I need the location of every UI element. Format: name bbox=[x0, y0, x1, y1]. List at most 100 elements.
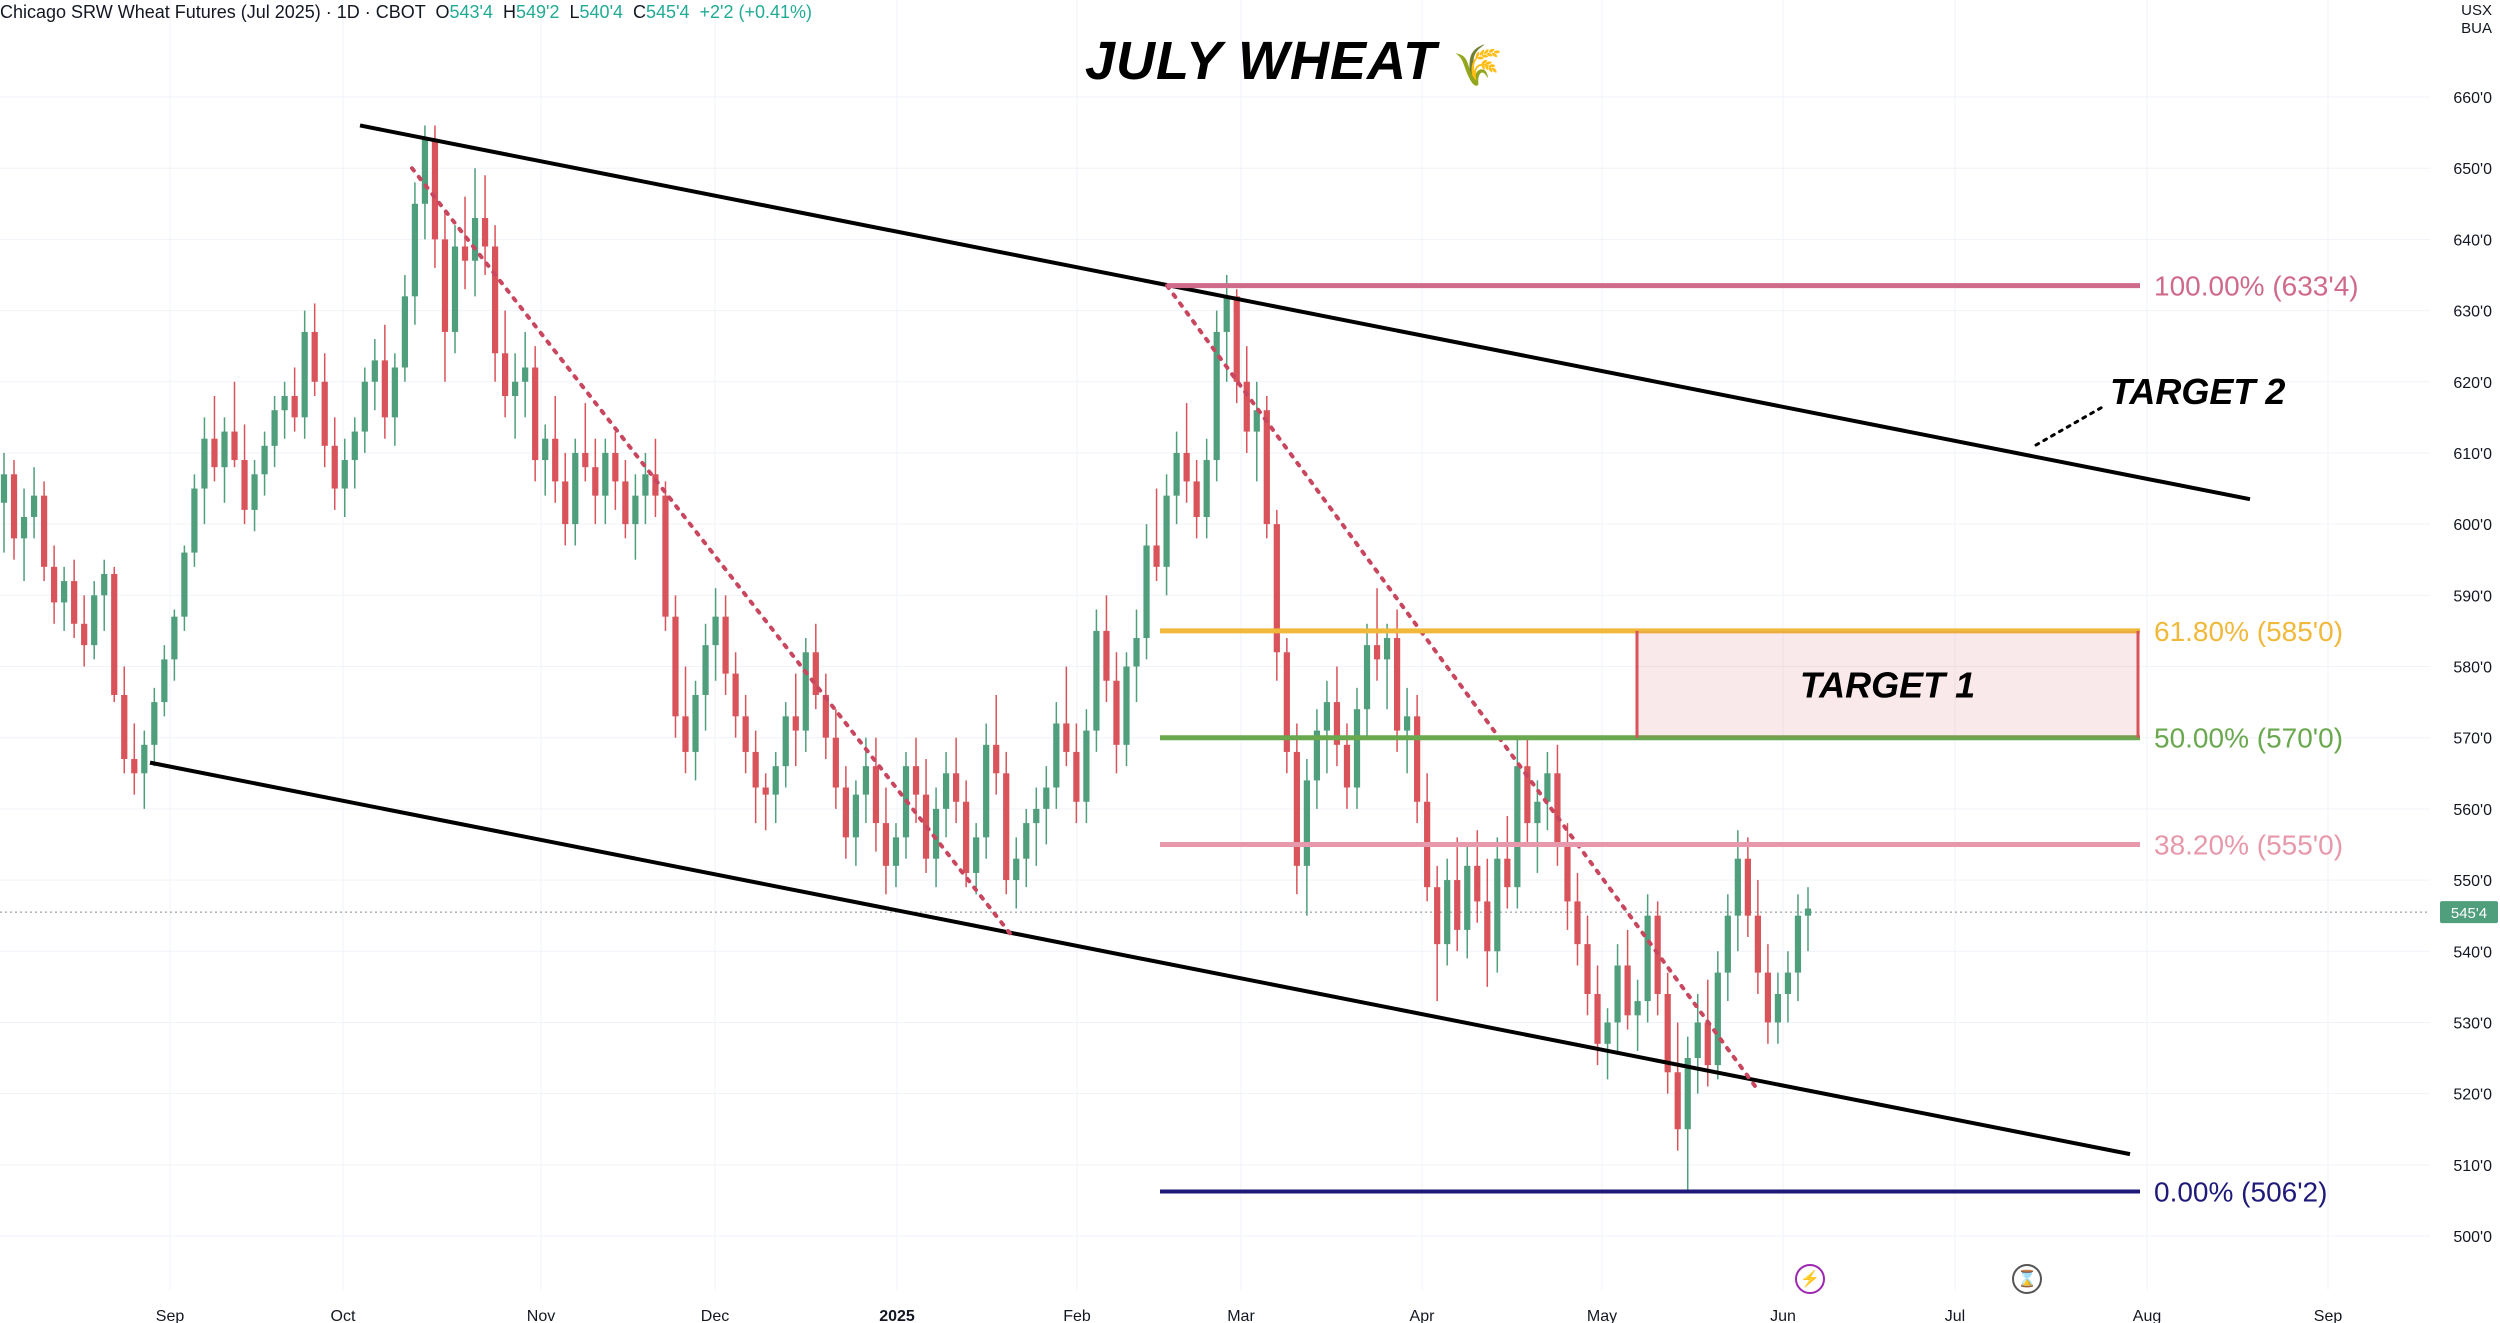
price-tick-label: 620'0 bbox=[2453, 375, 2492, 392]
candle-body bbox=[1764, 972, 1772, 1023]
price-tick-label: 550'0 bbox=[2453, 873, 2492, 890]
last-price-label: 545'4 bbox=[2451, 905, 2487, 922]
time-tick-label: Feb bbox=[1063, 1308, 1091, 1323]
candle-body bbox=[1303, 780, 1310, 866]
candle-body bbox=[702, 645, 709, 695]
candle-body bbox=[481, 218, 489, 247]
price-tick-label: 560'0 bbox=[2453, 802, 2492, 819]
hourglass-icon[interactable]: ⌛ bbox=[2012, 1264, 2042, 1294]
candle-body bbox=[912, 766, 920, 795]
candle-body bbox=[61, 581, 68, 603]
candle-body bbox=[1494, 858, 1501, 952]
candle-body bbox=[792, 716, 799, 731]
candle-body bbox=[1744, 858, 1751, 916]
candle-body bbox=[1724, 915, 1731, 973]
grid bbox=[0, 0, 2430, 1290]
candle-body bbox=[1153, 545, 1160, 567]
candle-body bbox=[471, 218, 479, 261]
candle-body bbox=[431, 139, 439, 240]
candle-body bbox=[171, 616, 178, 660]
fib-label: 0.00% (506'2) bbox=[2154, 1177, 2327, 1208]
candle-body bbox=[121, 694, 128, 760]
candle-body bbox=[612, 452, 619, 482]
candle-body bbox=[712, 616, 719, 646]
target2-label: TARGET 2 bbox=[2110, 371, 2285, 412]
time-tick-label: Jun bbox=[1770, 1308, 1796, 1323]
candle-body bbox=[1684, 1058, 1691, 1130]
fib-label: 50.00% (570'0) bbox=[2154, 723, 2343, 754]
candle-body bbox=[682, 716, 689, 752]
candle-body bbox=[1464, 865, 1471, 930]
dotted-trendline-1 bbox=[410, 166, 1012, 936]
candle-body bbox=[1404, 716, 1411, 731]
price-tick-label: 500'0 bbox=[2453, 1229, 2492, 1246]
candle-body bbox=[201, 438, 208, 489]
candle-body bbox=[1333, 702, 1341, 745]
candle-body bbox=[461, 246, 469, 261]
candle-body bbox=[10, 474, 18, 539]
price-tick-label: 570'0 bbox=[2453, 731, 2492, 748]
candle-body bbox=[983, 744, 990, 838]
price-tick-label: 520'0 bbox=[2453, 1087, 2492, 1104]
candle-body bbox=[1203, 460, 1210, 518]
price-tick-label: 590'0 bbox=[2453, 588, 2492, 605]
candle-body bbox=[1343, 744, 1351, 788]
wheat-icon: 🌾 bbox=[1453, 44, 1504, 88]
candle-body bbox=[351, 431, 358, 461]
candle-body bbox=[191, 488, 198, 553]
candle-body bbox=[181, 552, 188, 617]
time-tick-label: Apr bbox=[1410, 1308, 1436, 1323]
chart-title: JULY WHEAT 🌾 bbox=[1085, 30, 1504, 92]
candle-body bbox=[1434, 887, 1441, 945]
candle-body bbox=[973, 837, 980, 873]
candle-body bbox=[1454, 880, 1461, 930]
candle-body bbox=[852, 794, 859, 838]
candle-body bbox=[832, 737, 839, 788]
candle-body bbox=[522, 367, 529, 382]
candle-body bbox=[1694, 1022, 1701, 1059]
lightning-icon[interactable]: ⚡ bbox=[1795, 1264, 1825, 1294]
candle-body bbox=[221, 431, 228, 468]
high-value: 549'2 bbox=[516, 2, 560, 22]
candle-body bbox=[1013, 858, 1020, 881]
time-tick-label: 2025 bbox=[879, 1308, 915, 1323]
candle-body bbox=[782, 716, 789, 767]
candle-body bbox=[1233, 296, 1240, 382]
price-tick-label: 630'0 bbox=[2453, 304, 2492, 321]
candle-body bbox=[862, 766, 870, 795]
candle-body bbox=[131, 759, 138, 774]
candle-body bbox=[1514, 766, 1521, 888]
candle-body bbox=[1323, 702, 1331, 731]
candle-body bbox=[963, 801, 970, 873]
candle-body bbox=[111, 573, 118, 695]
candle-body bbox=[321, 381, 328, 446]
candle-body bbox=[622, 481, 629, 525]
candle-body bbox=[381, 360, 388, 418]
candle-body bbox=[772, 766, 779, 795]
candle-body bbox=[1564, 844, 1571, 902]
candle-body bbox=[752, 751, 759, 788]
candle-body bbox=[30, 495, 38, 518]
candle-body bbox=[742, 716, 749, 752]
candle-body bbox=[1093, 630, 1100, 731]
candle-body bbox=[401, 296, 408, 368]
candle-body bbox=[411, 203, 419, 297]
candle-body bbox=[361, 381, 368, 432]
candle-body bbox=[1734, 858, 1741, 916]
candle-body bbox=[592, 467, 599, 496]
candle-body bbox=[842, 787, 849, 838]
candle-body bbox=[1053, 723, 1060, 788]
candle-body bbox=[491, 246, 499, 354]
candle-body bbox=[1223, 296, 1230, 332]
low-label: L bbox=[569, 2, 580, 22]
candle-body bbox=[1534, 801, 1541, 824]
candle-body bbox=[161, 659, 168, 703]
candle-body bbox=[241, 460, 248, 510]
candle-body bbox=[602, 452, 609, 496]
currency-unit[interactable]: USX BUA bbox=[2461, 2, 2492, 38]
candle-body bbox=[0, 474, 8, 503]
candle-body bbox=[1414, 716, 1421, 802]
candle-body bbox=[642, 474, 649, 496]
candle-body bbox=[1183, 452, 1190, 482]
